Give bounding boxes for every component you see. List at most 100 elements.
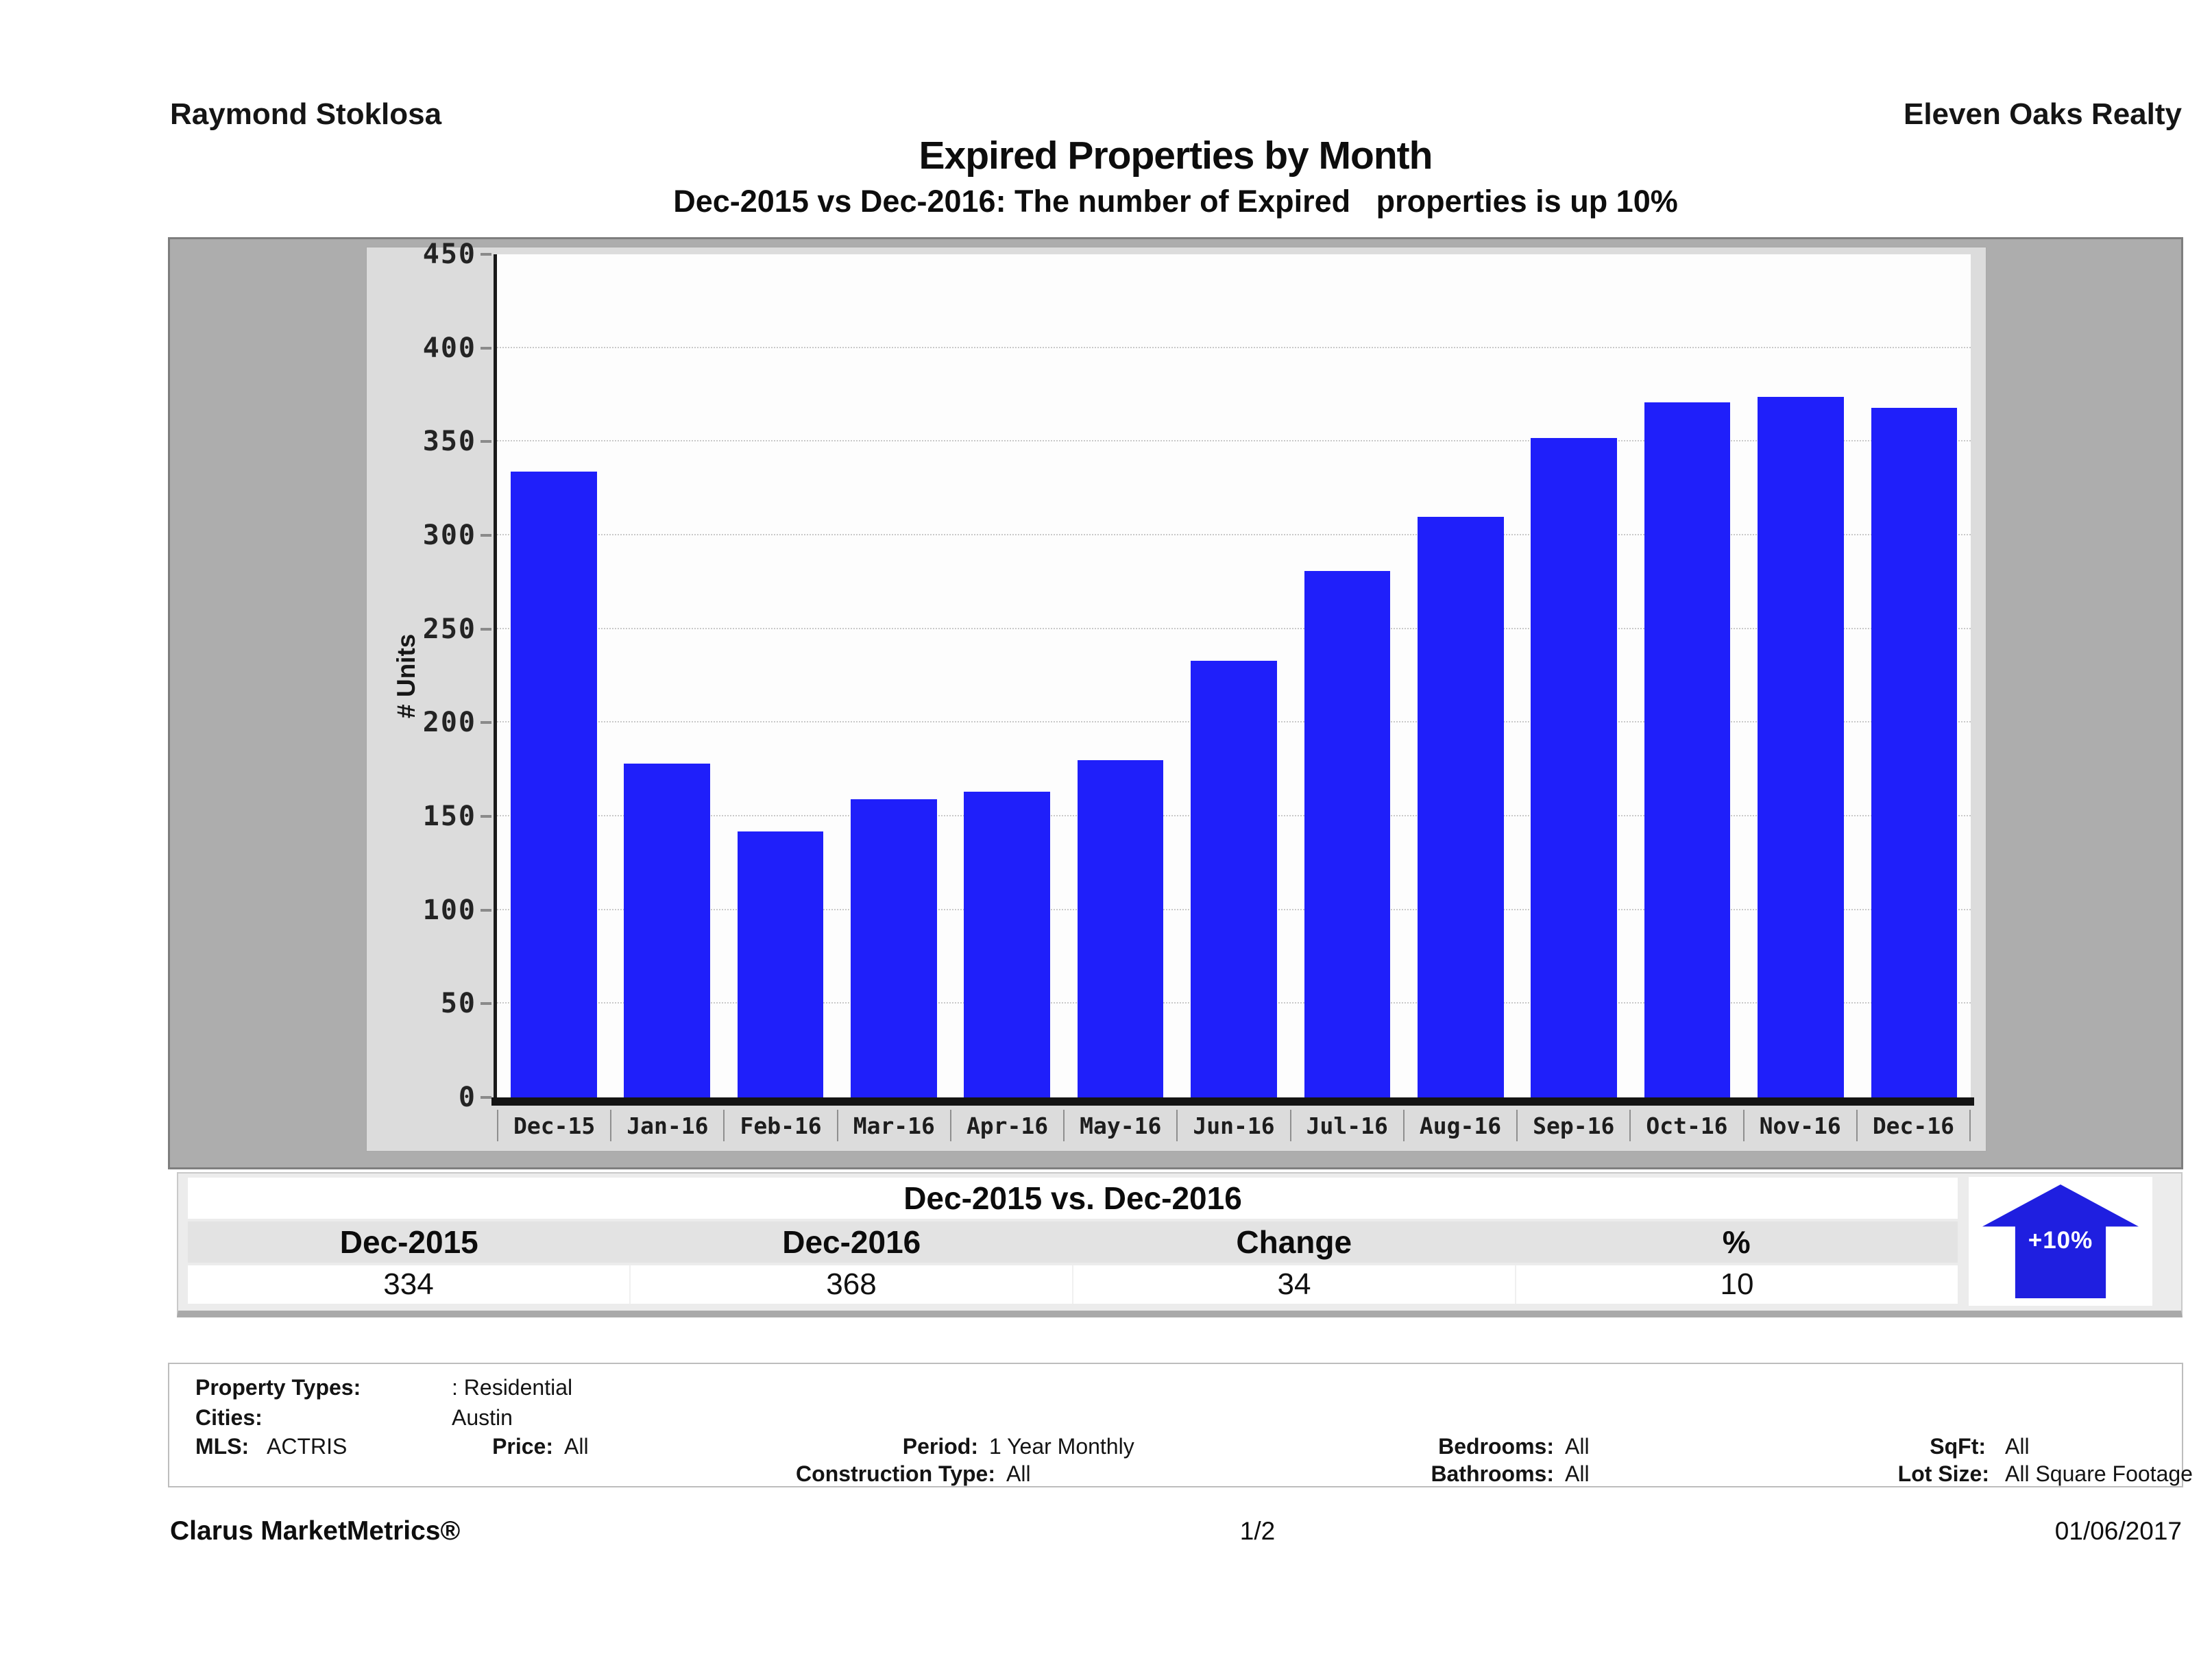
summary-panel: Dec-2015 vs. Dec-2016 Dec-2015 Dec-2016 Ch… [177,1172,2183,1317]
bar-Feb-16 [737,831,824,1097]
y-tick-mark-400 [481,346,491,350]
property-types-value: : Residential [452,1375,573,1400]
bar-slot-Oct-16 [1631,254,1744,1097]
bar-slot-Sep-16 [1518,254,1631,1097]
company-name: Eleven Oaks Realty [1903,97,2182,131]
period-value: 1 Year Monthly [989,1434,1134,1459]
y-axis-line [494,254,497,1106]
x-tick-Aug-16: Aug-16 [1402,1110,1516,1141]
bars-row [497,254,1971,1097]
summary-table: Dec-2015 vs. Dec-2016 Dec-2015 Dec-2016 Ch… [188,1178,1958,1304]
bar-Jun-16 [1191,661,1277,1097]
property-types-label: Property Types: [195,1375,361,1400]
bar-Jul-16 [1304,570,1391,1097]
x-tick-Nov-16: Nov-16 [1742,1110,1856,1141]
y-tick-350: 350 [422,426,476,458]
summary-value-Dec-2016: 368 [629,1265,1072,1304]
y-tick-0: 0 [458,1082,476,1113]
x-axis-line [491,1097,1974,1106]
bar-slot-Jun-16 [1177,254,1290,1097]
bar-slot-Jul-16 [1291,254,1404,1097]
sqft-value: All [2005,1434,2030,1459]
gridline-300 [497,534,1971,535]
page-footer: Clarus MarketMetrics® 1/2 01/06/2017 [170,1516,2182,1546]
y-tick-250: 250 [422,613,476,645]
bar-slot-Nov-16 [1744,254,1857,1097]
y-tick-300: 300 [422,520,476,551]
period-label: Period: [902,1434,978,1459]
summary-col-header-Dec-2016: Dec-2016 [782,1224,921,1260]
bar-slot-May-16 [1064,254,1177,1097]
report-date: 01/06/2017 [2054,1517,2182,1545]
bar-Apr-16 [964,792,1051,1097]
bar-Nov-16 [1758,396,1844,1097]
chart-inner-panel: # Units 0 50 100 150 200 250 300 350 400 450 Dec-… [366,239,1986,1152]
y-tick-mark-450 [481,253,491,256]
x-tick-Dec-16: Dec-16 [1856,1110,1971,1141]
x-tick-Sep-16: Sep-16 [1516,1110,1629,1141]
chart-title: Expired Properties by Month [919,134,1433,178]
summary-value-row: 334 368 34 10 [188,1265,1958,1304]
x-tick-Jan-16: Jan-16 [610,1110,723,1141]
product-name: Clarus MarketMetrics® [170,1516,461,1546]
y-axis-labels: 0 50 100 150 200 250 300 350 400 450 [367,239,497,1113]
cities-value: Austin [452,1405,513,1430]
y-tick-mark-0 [481,1096,491,1099]
construction-type-value: All [1006,1461,1031,1486]
x-tick-Mar-16: Mar-16 [836,1110,950,1141]
bar-slot-Aug-16 [1404,254,1517,1097]
x-tick-Oct-16: Oct-16 [1629,1110,1742,1141]
lot-size-value: All Square Footage [2005,1461,2193,1486]
bar-May-16 [1077,760,1164,1097]
summary-title: Dec-2015 vs. Dec-2016 [188,1178,1958,1219]
x-tick-Apr-16: Apr-16 [949,1110,1063,1141]
plot-area [497,254,1971,1097]
construction-type-label: Construction Type: [796,1461,995,1486]
x-tick-Jun-16: Jun-16 [1176,1110,1289,1141]
y-tick-200: 200 [422,707,476,739]
mls-label: MLS: [195,1434,250,1459]
bar-slot-Mar-16 [837,254,950,1097]
y-tick-mark-150 [481,815,491,818]
bar-slot-Dec-16 [1858,254,1971,1097]
bar-Aug-16 [1417,516,1504,1097]
up-arrow-icon: +10% [1982,1184,2139,1298]
gridline-400 [497,346,1971,348]
bar-Sep-16 [1531,437,1618,1097]
report-header: Raymond Stoklosa Eleven Oaks Realty [170,97,2182,132]
summary-value-%: 10 [1515,1265,1958,1304]
bar-slot-Feb-16 [724,254,837,1097]
summary-col-header-Dec-2015: Dec-2015 [339,1224,478,1260]
change-arrow-box: +10% [1969,1177,2152,1306]
y-tick-mark-50 [481,1002,491,1006]
agent-name: Raymond Stoklosa [170,97,442,131]
y-tick-400: 400 [422,332,476,364]
x-tick-May-16: May-16 [1063,1110,1176,1141]
sqft-label: SqFt: [1930,1434,1986,1459]
bathrooms-value: All [1565,1461,1590,1486]
x-axis-labels: Dec-15 Jan-16 Feb-16 Mar-16 Apr-16 May-16 Jun-… [497,1110,1971,1141]
lot-size-label: Lot Size: [1897,1461,1989,1486]
bar-Dec-15 [510,472,597,1097]
x-tick-Jul-16: Jul-16 [1289,1110,1403,1141]
y-tick-150: 150 [422,801,476,832]
summary-value-Change: 34 [1072,1265,1515,1304]
price-label: Price: [492,1434,553,1459]
bathrooms-label: Bathrooms: [1431,1461,1554,1486]
y-tick-100: 100 [422,894,476,926]
mls-value: ACTRIS [267,1434,348,1459]
y-tick-mark-350 [481,440,491,443]
y-tick-mark-100 [481,908,491,912]
page-number: 1/2 [1239,1517,1276,1545]
gridline-350 [497,440,1971,442]
bar-Dec-16 [1871,408,1958,1097]
bar-Oct-16 [1644,402,1731,1097]
y-tick-mark-300 [481,534,491,537]
price-value: All [564,1434,589,1459]
arrow-label: +10% [2028,1227,2093,1254]
bedrooms-label: Bedrooms: [1438,1434,1554,1459]
bar-slot-Dec-15 [497,254,610,1097]
chart-panel: # Units 0 50 100 150 200 250 300 350 400 450 Dec-… [168,237,2183,1169]
y-tick-mark-200 [481,721,491,725]
bar-slot-Apr-16 [951,254,1064,1097]
